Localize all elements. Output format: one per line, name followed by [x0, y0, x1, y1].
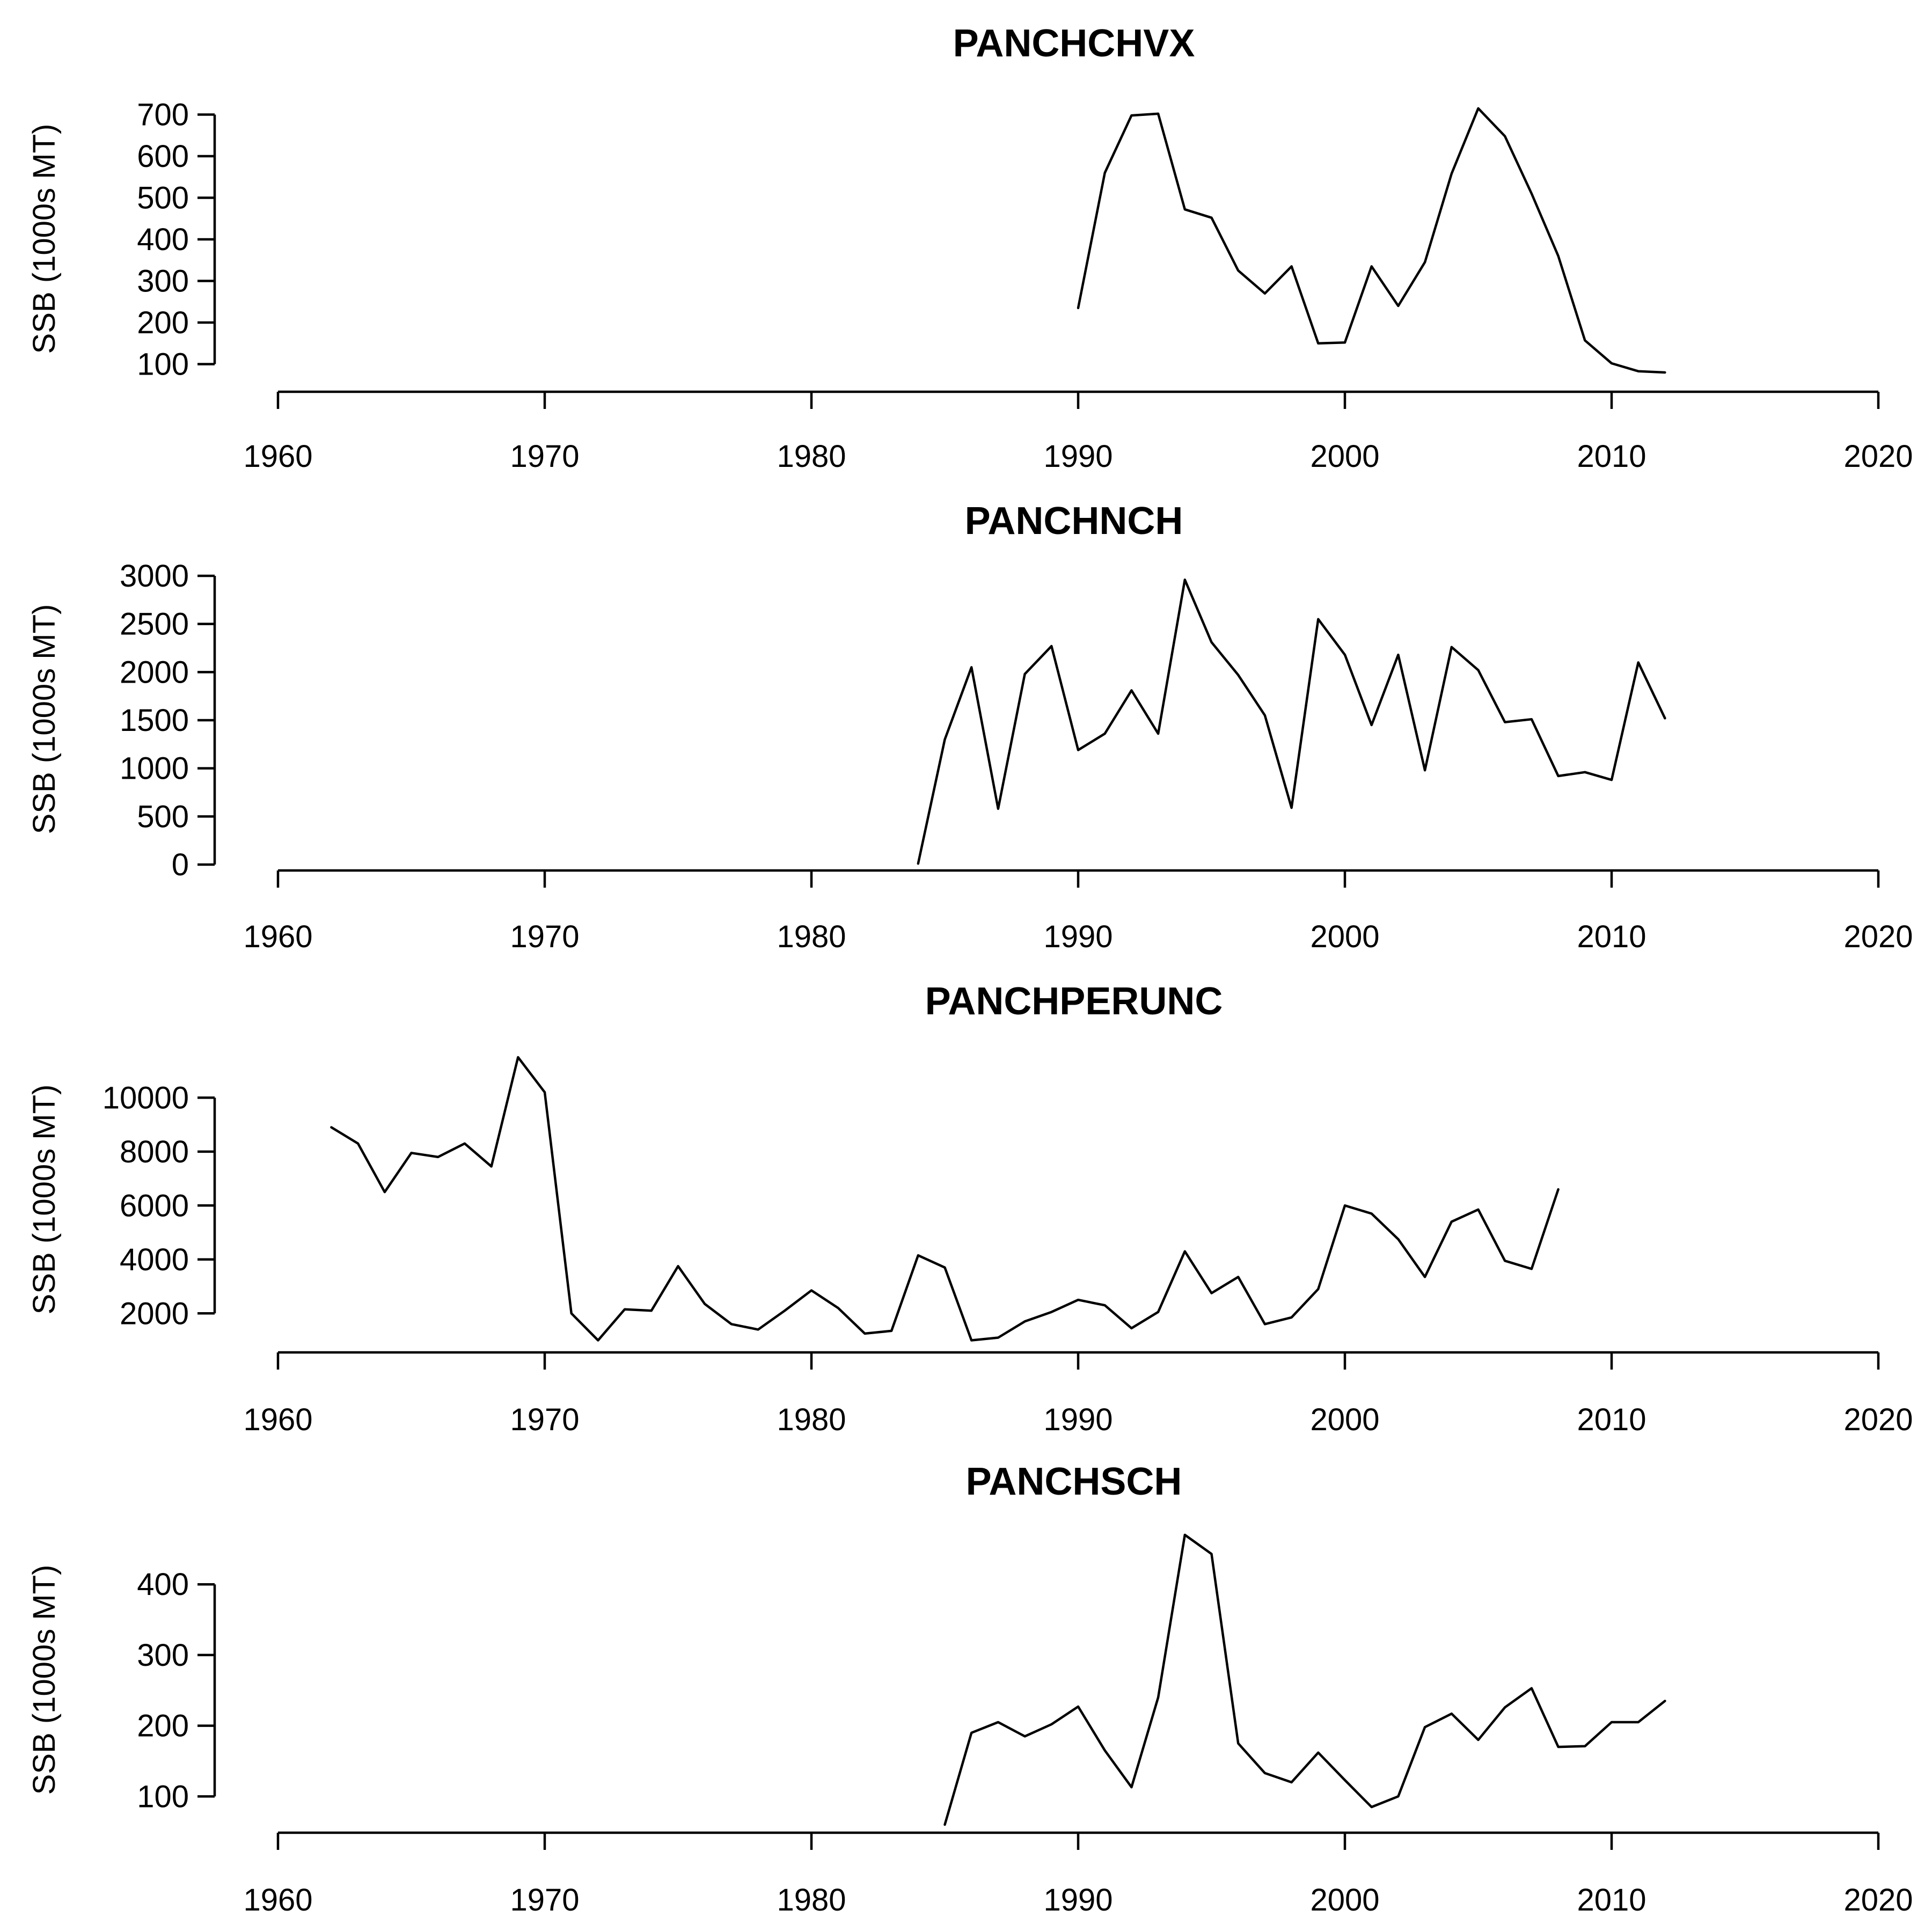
y-tick-label: 6000	[120, 1188, 189, 1223]
y-tick-label: 400	[137, 222, 189, 257]
panel-2: PANCHNCH 1960 1970 1980 1990 2000 2010 2020 0 500…	[27, 500, 1913, 954]
y-tick-label: 2000	[120, 655, 189, 690]
y-tick-label: 300	[137, 1638, 189, 1673]
x-tick-label: 1980	[777, 1402, 846, 1437]
y-tick-label: 3000	[120, 559, 189, 594]
x-tick-label: 1960	[243, 1883, 312, 1918]
series-line-1	[917, 578, 1666, 865]
x-tick-label: 1990	[1043, 1402, 1113, 1437]
x-tick-label: 1960	[243, 919, 312, 954]
x-tick-label: 1960	[243, 439, 312, 474]
y-tick-label: 10000	[103, 1080, 189, 1115]
x-tick-label: 2020	[1843, 439, 1913, 474]
y-tick-label: 600	[137, 139, 189, 174]
x-tick-label: 2000	[1310, 1883, 1379, 1918]
x-tick-label: 1980	[777, 439, 846, 474]
y-tick-label: 100	[137, 1779, 189, 1814]
x-tick-label: 2020	[1843, 1883, 1913, 1918]
x-tick-label: 1970	[510, 919, 579, 954]
x-tick-label: 1960	[243, 1402, 312, 1437]
x-tick-label: 1980	[777, 1883, 846, 1918]
panel-title: PANCHSCH	[966, 1460, 1182, 1503]
x-tick-label: 1970	[510, 1883, 579, 1918]
y-tick-label: 500	[137, 181, 189, 216]
x-tick-label: 1980	[777, 919, 846, 954]
x-tick-label: 1970	[510, 1402, 579, 1437]
y-tick-label: 0	[172, 847, 189, 882]
series-line-1	[330, 1056, 1560, 1342]
x-tick-label: 1990	[1043, 1883, 1113, 1918]
x-tick-label: 2000	[1310, 919, 1379, 954]
y-tick-label: 2000	[120, 1296, 189, 1331]
y-tick-label: 700	[137, 98, 189, 133]
x-tick-label: 2010	[1577, 1402, 1646, 1437]
y-tick-label: 2500	[120, 607, 189, 642]
y-axis-label: SSB (1000s MT)	[27, 1085, 62, 1315]
y-tick-label: 400	[137, 1567, 189, 1602]
x-tick-label: 1990	[1043, 919, 1113, 954]
panel-3: PANCHPERUNC 1960 1970 1980 1990 2000 2010 2020 2…	[27, 980, 1913, 1437]
panel-4: PANCHSCH 1960 1970 1980 1990 2000 2010 2020 100 2…	[27, 1460, 1913, 1918]
y-tick-label: 4000	[120, 1242, 189, 1277]
y-tick-label: 100	[137, 347, 189, 382]
y-tick-label: 500	[137, 799, 189, 834]
x-tick-label: 2010	[1577, 439, 1646, 474]
series-line-1	[943, 1533, 1666, 1826]
x-tick-label: 2020	[1843, 919, 1913, 954]
x-tick-label: 2010	[1577, 1883, 1646, 1918]
panel-title: PANCHCHVX	[953, 22, 1195, 65]
panel-title: PANCHPERUNC	[925, 980, 1223, 1023]
y-tick-label: 200	[137, 1709, 189, 1744]
x-tick-label: 1990	[1043, 439, 1113, 474]
panel-title: PANCHNCH	[965, 500, 1183, 543]
y-tick-label: 300	[137, 264, 189, 299]
y-tick-label: 1000	[120, 751, 189, 786]
series-line-1	[1077, 107, 1666, 374]
y-tick-label: 200	[137, 305, 189, 340]
y-axis-label: SSB (1000s MT)	[27, 1565, 62, 1795]
y-tick-label: 1500	[120, 703, 189, 738]
x-tick-label: 2000	[1310, 439, 1379, 474]
x-tick-label: 1970	[510, 439, 579, 474]
y-axis-label: SSB (1000s MT)	[27, 124, 62, 354]
x-tick-label: 2000	[1310, 1402, 1379, 1437]
y-axis-label: SSB (1000s MT)	[27, 604, 62, 835]
y-tick-label: 8000	[120, 1135, 189, 1169]
x-tick-label: 2020	[1843, 1402, 1913, 1437]
panel-1: PANCHCHVX 1960 1970 1980 1990 2000 2010 2020 100…	[27, 22, 1913, 474]
x-tick-label: 2010	[1577, 919, 1646, 954]
